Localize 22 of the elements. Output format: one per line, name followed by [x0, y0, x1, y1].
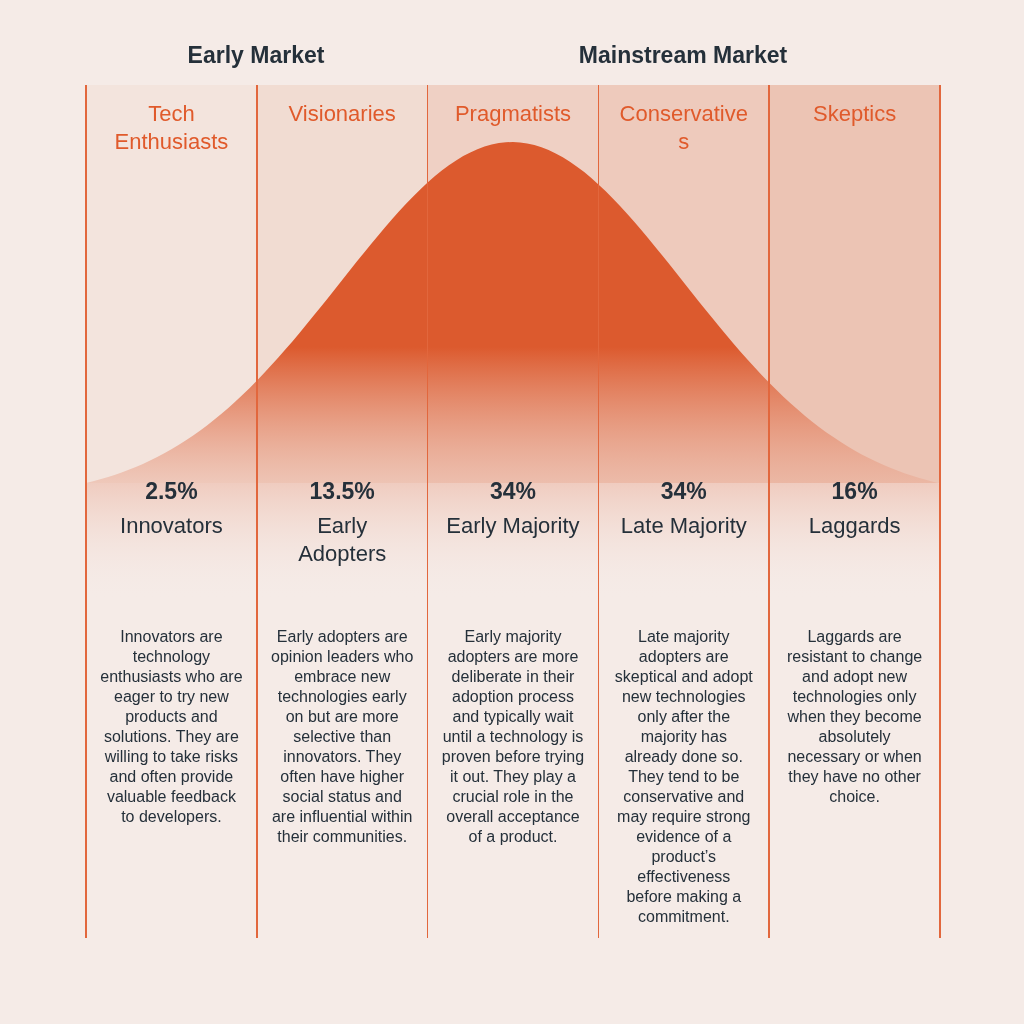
- text: Tech Enthusiasts: [113, 100, 230, 156]
- text: Skeptics: [812, 100, 898, 128]
- text: Early Market: [186, 42, 326, 69]
- text: Laggards are resistant to change and adopt new technologies only when they become absolutely necessary or when they have no other choice.: [786, 628, 923, 805]
- category-label: Early Adopters: [297, 512, 388, 568]
- text: Innovators are technology enthusiasts who are eager to try new products and solutions. They are willing to take risks and often provide valuable feedback to developers.: [100, 628, 243, 825]
- data-label: 34%: [488, 478, 537, 505]
- data-label: 13.5%: [308, 478, 376, 505]
- text: Conservatives: [618, 100, 749, 156]
- data-label: 34%: [659, 478, 708, 505]
- category-label: Innovators: [119, 512, 224, 540]
- category-label: Early Majority: [445, 512, 581, 540]
- text: Early adopters are opinion leaders who embrace new technologies early on but are more selective than innovators. They often have higher social status and are influential within their communities.: [271, 628, 414, 845]
- category-label: Laggards: [807, 512, 902, 540]
- data-label: 2.5%: [144, 478, 199, 505]
- data-label: 16%: [830, 478, 879, 505]
- category-label: Late Majority: [619, 512, 748, 540]
- text: Pragmatists: [453, 100, 573, 128]
- text: Early majority adopters are more deliberate in their adoption process and typically wait until a technology is proven before trying it out. They play a crucial role in the overall acceptance of a product.: [441, 628, 585, 845]
- text: Visionaries: [287, 100, 397, 128]
- text: Late majority adopters are skeptical and adopt new technologies only after the majority has already done so. They tend to be conservative and may require strong evidence of a product’s effectiveness before making a commitment.: [614, 628, 753, 925]
- text: Mainstream Market: [577, 42, 789, 69]
